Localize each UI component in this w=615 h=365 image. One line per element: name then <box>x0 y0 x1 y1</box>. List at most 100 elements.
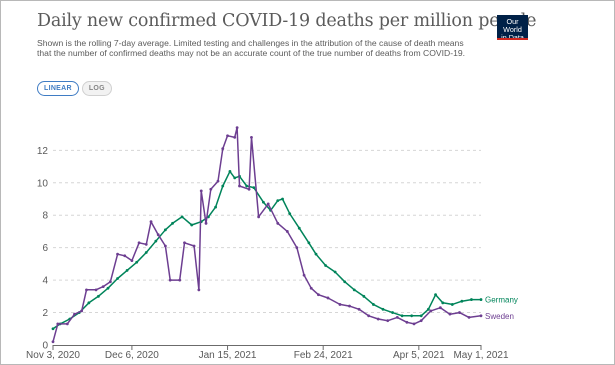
data-point-germany[interactable] <box>276 199 280 203</box>
data-point-germany[interactable] <box>314 252 318 256</box>
data-point-sweden[interactable] <box>56 322 60 326</box>
data-point-sweden[interactable] <box>209 187 213 191</box>
data-point-germany[interactable] <box>163 228 167 232</box>
data-point-sweden[interactable] <box>178 278 182 282</box>
data-point-sweden[interactable] <box>438 306 442 310</box>
data-point-sweden[interactable] <box>238 184 241 188</box>
data-point-germany[interactable] <box>233 176 237 180</box>
data-point-sweden[interactable] <box>448 312 452 316</box>
data-point-germany[interactable] <box>171 221 174 225</box>
data-point-germany[interactable] <box>51 327 55 331</box>
data-point-germany[interactable] <box>221 184 225 188</box>
data-point-germany[interactable] <box>190 223 194 227</box>
data-point-sweden[interactable] <box>73 312 76 316</box>
data-point-germany[interactable] <box>434 293 437 297</box>
series-line-germany[interactable] <box>52 170 481 330</box>
data-point-germany[interactable] <box>125 268 129 272</box>
data-point-sweden[interactable] <box>108 280 112 284</box>
data-point-germany[interactable] <box>400 314 404 318</box>
data-point-sweden[interactable] <box>247 187 251 191</box>
data-point-sweden[interactable] <box>163 244 167 248</box>
data-point-sweden[interactable] <box>302 273 306 277</box>
linear-scale-button[interactable]: LINEAR <box>37 81 79 96</box>
data-point-sweden[interactable] <box>367 314 371 318</box>
data-point-germany[interactable] <box>144 251 148 254</box>
data-point-sweden[interactable] <box>65 322 69 326</box>
data-point-sweden[interactable] <box>285 230 289 233</box>
data-point-sweden[interactable] <box>216 179 220 183</box>
data-point-sweden[interactable] <box>348 304 351 308</box>
data-point-germany[interactable] <box>333 270 337 274</box>
data-point-sweden[interactable] <box>80 309 84 313</box>
data-point-sweden[interactable] <box>419 319 423 323</box>
data-point-sweden[interactable] <box>123 254 127 258</box>
data-point-sweden[interactable] <box>192 244 196 248</box>
data-point-germany[interactable] <box>307 241 311 245</box>
data-point-germany[interactable] <box>324 264 327 267</box>
data-point-sweden[interactable] <box>467 316 471 319</box>
data-point-sweden[interactable] <box>405 320 409 324</box>
data-point-sweden[interactable] <box>479 314 483 318</box>
data-point-sweden[interactable] <box>137 241 141 245</box>
data-point-sweden[interactable] <box>183 241 186 245</box>
data-point-sweden[interactable] <box>197 288 201 292</box>
data-point-sweden[interactable] <box>144 243 148 246</box>
data-point-sweden[interactable] <box>130 259 134 263</box>
data-point-germany[interactable] <box>135 260 139 264</box>
data-point-sweden[interactable] <box>199 189 203 193</box>
data-point-germany[interactable] <box>180 215 184 219</box>
data-point-sweden[interactable] <box>233 135 237 139</box>
data-point-sweden[interactable] <box>429 309 433 313</box>
data-point-sweden[interactable] <box>116 252 119 256</box>
data-point-germany[interactable] <box>214 205 217 209</box>
data-point-germany[interactable] <box>470 298 473 301</box>
data-point-sweden[interactable] <box>257 215 261 219</box>
data-point-sweden[interactable] <box>51 340 55 344</box>
data-point-sweden[interactable] <box>326 296 330 300</box>
data-point-sweden[interactable] <box>412 322 416 326</box>
data-point-sweden[interactable] <box>235 126 239 130</box>
data-point-germany[interactable] <box>106 286 110 290</box>
data-point-sweden[interactable] <box>149 220 153 224</box>
series-line-sweden[interactable] <box>52 126 482 342</box>
owid-logo[interactable]: Our World in Data <box>497 15 528 42</box>
data-point-germany[interactable] <box>228 170 232 173</box>
data-point-sweden[interactable] <box>204 221 208 225</box>
data-point-germany[interactable] <box>252 186 256 190</box>
data-point-germany[interactable] <box>450 303 454 306</box>
data-point-sweden[interactable] <box>338 303 342 306</box>
data-point-sweden[interactable] <box>250 135 253 139</box>
data-point-sweden[interactable] <box>276 221 280 225</box>
data-point-sweden[interactable] <box>458 311 461 314</box>
data-point-germany[interactable] <box>410 314 414 318</box>
data-point-sweden[interactable] <box>386 319 390 323</box>
data-point-germany[interactable] <box>352 288 356 292</box>
data-point-sweden[interactable] <box>295 246 299 250</box>
data-point-germany[interactable] <box>288 212 292 216</box>
data-point-germany[interactable] <box>97 294 100 298</box>
data-point-germany[interactable] <box>87 301 91 305</box>
data-point-sweden[interactable] <box>85 288 88 292</box>
data-point-germany[interactable] <box>281 197 284 201</box>
data-point-germany[interactable] <box>343 280 347 284</box>
data-point-sweden[interactable] <box>395 316 399 319</box>
data-point-sweden[interactable] <box>376 317 380 321</box>
data-point-germany[interactable] <box>297 226 301 230</box>
data-point-germany[interactable] <box>441 301 445 305</box>
data-point-sweden[interactable] <box>101 285 105 288</box>
log-scale-button[interactable]: LOG <box>81 81 112 96</box>
data-point-sweden[interactable] <box>357 307 361 311</box>
data-point-germany[interactable] <box>419 314 423 318</box>
data-point-germany[interactable] <box>391 311 394 314</box>
data-point-germany[interactable] <box>262 200 265 204</box>
data-point-germany[interactable] <box>372 303 375 306</box>
data-point-sweden[interactable] <box>168 278 172 282</box>
data-point-germany[interactable] <box>460 299 464 303</box>
data-point-germany[interactable] <box>116 277 119 280</box>
data-point-germany[interactable] <box>426 307 430 311</box>
data-point-germany[interactable] <box>381 307 385 311</box>
data-point-germany[interactable] <box>479 298 483 301</box>
data-point-germany[interactable] <box>245 184 249 188</box>
data-point-germany[interactable] <box>362 294 366 298</box>
data-point-sweden[interactable] <box>317 293 320 297</box>
